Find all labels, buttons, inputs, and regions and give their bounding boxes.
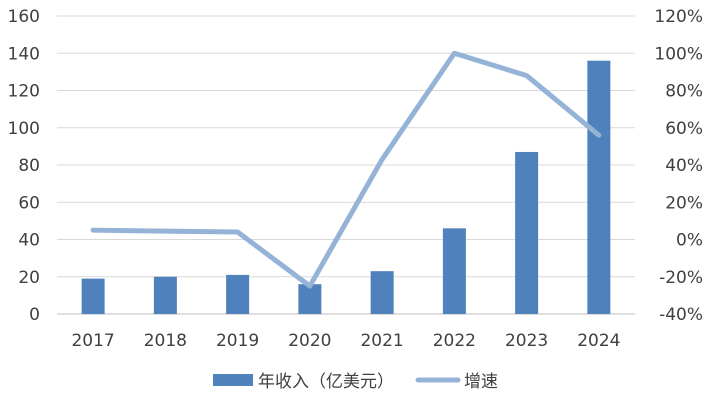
growth-line <box>90 50 602 289</box>
bar-series <box>81 60 611 315</box>
y-left-tick-label: 140 <box>8 44 40 64</box>
bar-2018 <box>153 276 177 314</box>
y-right-tick-label: 0% <box>676 231 703 251</box>
y-left-tick-label: 60 <box>18 193 40 213</box>
legend: 年收入（亿美元） 增速 <box>213 372 498 392</box>
x-tick-label: 2021 <box>360 331 403 351</box>
bar-2022 <box>442 228 466 314</box>
x-tick-label: 2022 <box>433 331 476 351</box>
y-left-tick-label: 20 <box>18 268 40 288</box>
bar-2017 <box>81 278 105 314</box>
y-right-tick-label: 40% <box>665 156 703 176</box>
x-tick-label: 2019 <box>216 331 259 351</box>
y-right-tick-label: 60% <box>665 119 703 139</box>
y-right-tick-label: 100% <box>654 44 703 64</box>
x-tick-label: 2017 <box>71 331 114 351</box>
x-axis: 2017 2018 2019 2020 2021 2022 2023 2024 <box>71 331 620 351</box>
bar-2023 <box>515 151 539 314</box>
y-left-tick-label: 100 <box>8 119 40 139</box>
bar-2021 <box>370 271 394 314</box>
y-right-tick-label: 20% <box>665 193 703 213</box>
line-series <box>90 50 602 289</box>
y-right-tick-label: -20% <box>659 268 703 288</box>
x-tick-label: 2018 <box>144 331 187 351</box>
y-left-tick-label: 40 <box>18 231 40 251</box>
gridlines <box>57 15 635 315</box>
bar-2020 <box>298 284 322 314</box>
bar-2019 <box>226 274 250 314</box>
y-left-tick-label: 160 <box>8 7 40 27</box>
legend-line-label: 增速 <box>464 372 498 392</box>
bar-2024 <box>587 60 611 315</box>
x-tick-label: 2024 <box>577 331 620 351</box>
legend-bar-label: 年收入（亿美元） <box>258 372 394 392</box>
y-right-tick-label: 120% <box>654 7 703 27</box>
legend-bar-swatch <box>213 374 253 386</box>
y-axis-right: -40% -20% 0% 20% 40% 60% 80% 100% 120% <box>654 7 703 325</box>
x-tick-label: 2023 <box>505 331 548 351</box>
y-left-tick-label: 80 <box>18 156 40 176</box>
y-right-tick-label: 80% <box>665 82 703 102</box>
y-right-tick-label: -40% <box>659 305 703 325</box>
y-axis-left: 0 20 40 60 80 100 120 140 160 <box>8 7 40 325</box>
y-left-tick-label: 0 <box>29 305 40 325</box>
y-left-tick-label: 120 <box>8 82 40 102</box>
x-tick-label: 2020 <box>288 331 331 351</box>
